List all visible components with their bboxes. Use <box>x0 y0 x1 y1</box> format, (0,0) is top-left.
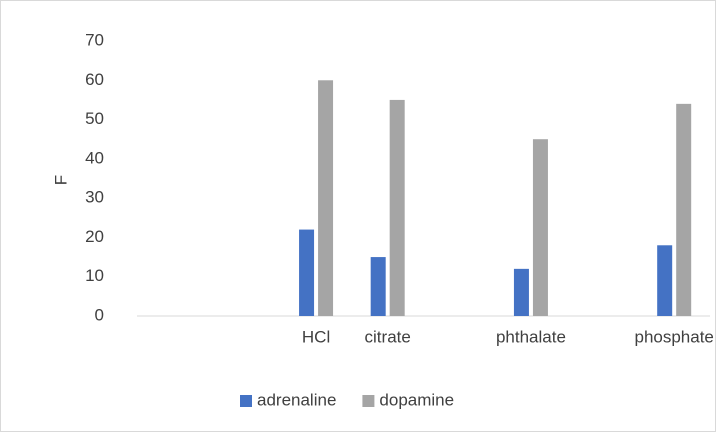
x-tick-label: phosphate <box>634 327 713 346</box>
bar <box>657 245 673 316</box>
bar <box>676 103 692 316</box>
x-tick-label: HCl <box>302 327 330 346</box>
y-tick-label: 10 <box>85 266 104 285</box>
bar <box>299 229 315 316</box>
y-tick-label: 0 <box>95 305 104 324</box>
legend-label: dopamine <box>379 390 454 409</box>
y-tick-label: 60 <box>85 70 104 89</box>
y-tick-label: 50 <box>85 109 104 128</box>
y-tick-label: 20 <box>85 227 104 246</box>
bar <box>318 80 334 317</box>
y-tick-label: 40 <box>85 148 104 167</box>
bar <box>513 268 529 316</box>
y-tick-label: 70 <box>85 30 104 49</box>
legend-swatch <box>362 395 375 407</box>
y-axis-label: F <box>51 175 70 185</box>
bar <box>532 139 548 316</box>
x-tick-label: citrate <box>365 327 411 346</box>
legend-label: adrenaline <box>257 390 336 409</box>
bar <box>370 257 386 316</box>
legend-swatch <box>240 395 252 407</box>
x-tick-label: phthalate <box>496 327 566 346</box>
bar <box>389 99 405 316</box>
y-tick-label: 30 <box>85 188 104 207</box>
